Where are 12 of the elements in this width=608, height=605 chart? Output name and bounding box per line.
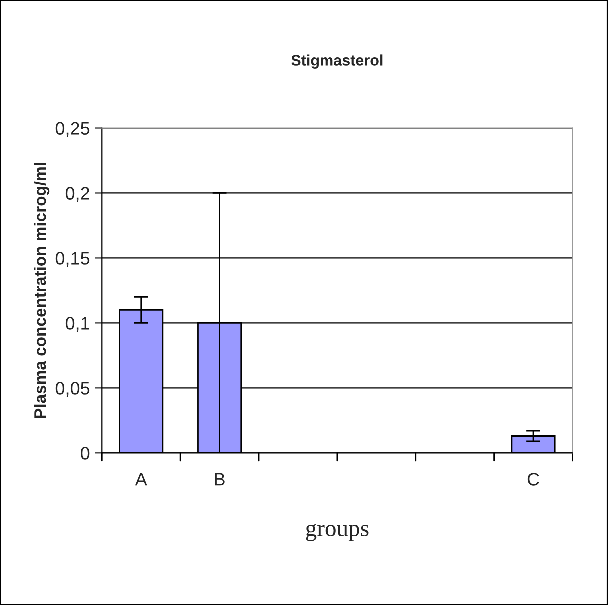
y-tick-label: 0,25 — [56, 122, 90, 138]
x-axis-title: groups — [306, 524, 369, 542]
y-tick-label: 0,1 — [66, 317, 90, 332]
y-tick-label: 0,2 — [66, 187, 90, 202]
x-tick-label: C — [528, 473, 540, 486]
y-tick-label: 0,05 — [56, 382, 90, 398]
y-axis-title: Plasma concentration microg/ml — [34, 163, 50, 418]
chart-title: Stigmasterol — [292, 54, 383, 69]
y-tick-label: 0 — [81, 447, 90, 460]
x-tick-label: A — [135, 473, 148, 486]
y-tick-label: 0,15 — [56, 252, 90, 268]
x-tick-label: B — [215, 473, 225, 486]
